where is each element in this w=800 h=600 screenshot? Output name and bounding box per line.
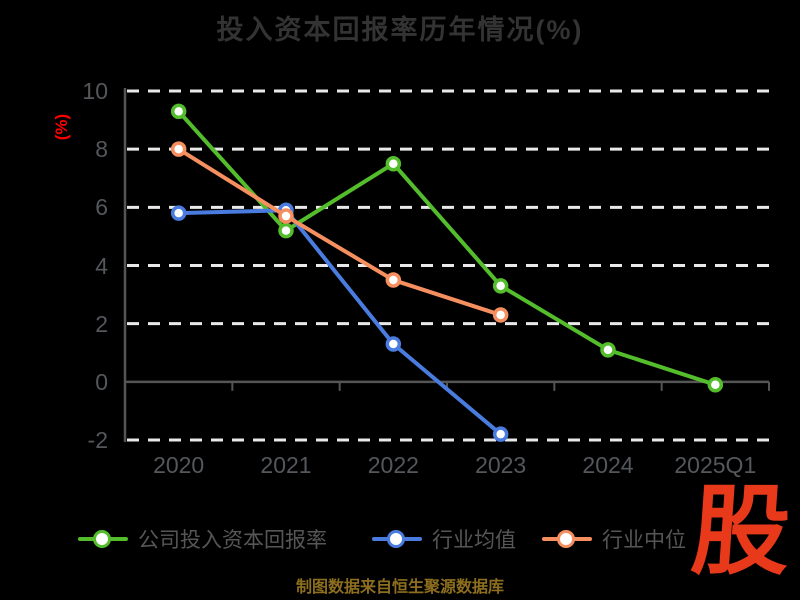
y-tick-label: 8 [95, 136, 108, 163]
data-point[interactable] [492, 278, 509, 294]
legend-line-circle-icon [542, 529, 592, 549]
legend-line-circle-icon [372, 529, 422, 549]
y-tick-label: 6 [95, 194, 108, 221]
y-tick-label: -2 [87, 427, 108, 453]
data-point[interactable] [170, 141, 187, 157]
data-source-note: 制图数据来自恒生聚源数据库 [295, 579, 504, 596]
chart-title: 投入资本回报率历年情况(%) [216, 15, 584, 45]
data-point[interactable] [170, 205, 187, 221]
data-point[interactable] [278, 208, 294, 224]
series-line-1 [176, 208, 503, 437]
legend-item-2[interactable]: 行业中位 [542, 522, 686, 556]
legend-label: 行业中位 [602, 529, 686, 552]
data-point[interactable] [385, 336, 402, 352]
series-line-2 [176, 147, 503, 317]
chart-legend: 公司投入资本回报率 行业均值 行业中位 [0, 522, 800, 556]
y-tick-label: 4 [95, 252, 108, 279]
y-tick-label: 2 [95, 310, 108, 337]
data-point[interactable] [600, 342, 616, 358]
data-point[interactable] [170, 103, 187, 120]
x-tick-label: 2020 [153, 452, 205, 478]
data-point[interactable] [385, 155, 402, 172]
y-tick-label: 0 [95, 368, 108, 395]
data-point[interactable] [492, 307, 509, 323]
legend-label: 行业均值 [432, 529, 516, 552]
x-tick-label: 2021 [260, 452, 312, 478]
data-point[interactable] [707, 376, 724, 393]
x-tick-label: 2024 [582, 452, 634, 478]
legend-line-circle-icon [78, 529, 128, 549]
legend-item-0[interactable]: 公司投入资本回报率 [78, 522, 327, 556]
legend-item-1[interactable]: 行业均值 [372, 522, 516, 556]
series-line-0 [176, 109, 718, 387]
watermark-logo: 股 [688, 476, 794, 586]
data-point[interactable] [385, 272, 402, 288]
y-tick-label: 10 [82, 78, 108, 104]
x-tick-label: 2025Q1 [674, 452, 757, 478]
data-point[interactable] [278, 222, 294, 239]
data-point[interactable] [492, 426, 509, 442]
x-tick-label: 2023 [475, 452, 527, 478]
x-tick-label: 2022 [367, 452, 419, 478]
legend-label: 公司投入资本回报率 [138, 529, 327, 552]
